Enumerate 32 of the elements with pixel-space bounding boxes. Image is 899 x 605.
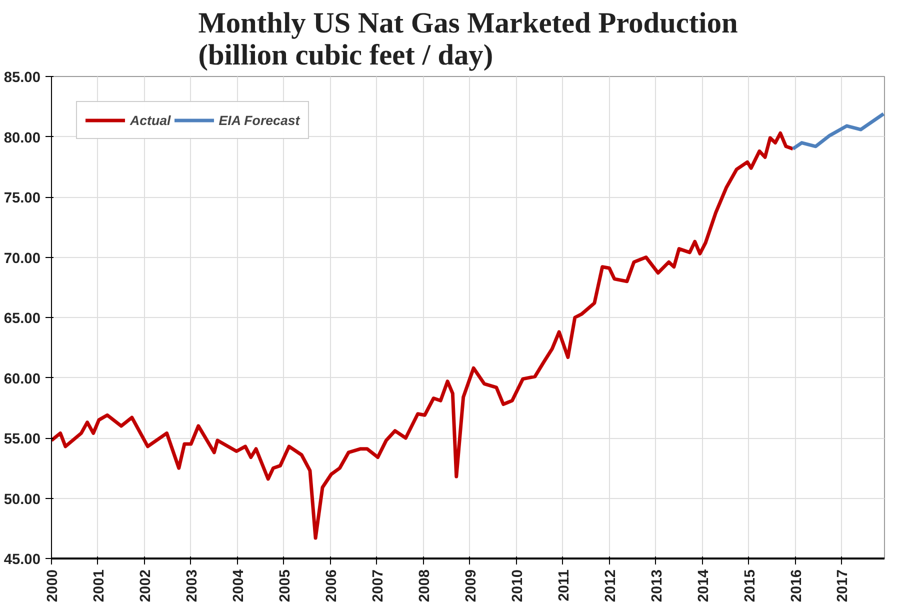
x-tick-label: 2014	[696, 568, 712, 602]
x-tick-label: 2001	[91, 569, 108, 602]
y-tick-label: 75.00	[4, 190, 41, 206]
y-tick-label: 80.00	[4, 130, 41, 146]
x-tick-label: 2016	[788, 569, 805, 602]
x-tick-label: 2011	[556, 570, 572, 602]
chart-title: Monthly US Nat Gas Marketed Production (billion cubic feet / day)	[198, 8, 738, 72]
y-tick-label: 65.00	[4, 311, 41, 327]
x-tick-label: 2002	[138, 569, 154, 602]
x-tick-label: 2005	[277, 569, 294, 602]
legend-label: Actual	[130, 112, 171, 128]
line-series	[52, 131, 795, 540]
legend-label: EIA Forecast	[218, 112, 300, 128]
x-tick-label: 2017	[835, 569, 852, 602]
x-tick-label: 2007	[370, 569, 386, 602]
x-tick-label: 2015	[742, 569, 758, 602]
y-tick-label: 45.00	[4, 552, 41, 568]
x-tick-label: 2010	[510, 569, 526, 602]
y-tick-label: 55.00	[4, 432, 41, 448]
x-tick-label: 2000	[45, 569, 61, 602]
x-tick-label: 2008	[416, 569, 433, 602]
y-tick-label: 85.00	[4, 70, 41, 86]
y-tick-label: 70.00	[4, 250, 41, 267]
y-tick-label: 50.00	[4, 492, 41, 508]
x-tick-label: 2004	[230, 568, 247, 602]
y-tick-label: 60.00	[4, 371, 41, 388]
x-tick-label: 2013	[649, 569, 666, 602]
x-tick-label: 2012	[602, 569, 619, 602]
x-tick-label: 2003	[184, 569, 200, 602]
x-tick-label: 2009	[463, 569, 480, 602]
line-series	[791, 112, 884, 151]
x-tick-label: 2006	[324, 569, 340, 602]
